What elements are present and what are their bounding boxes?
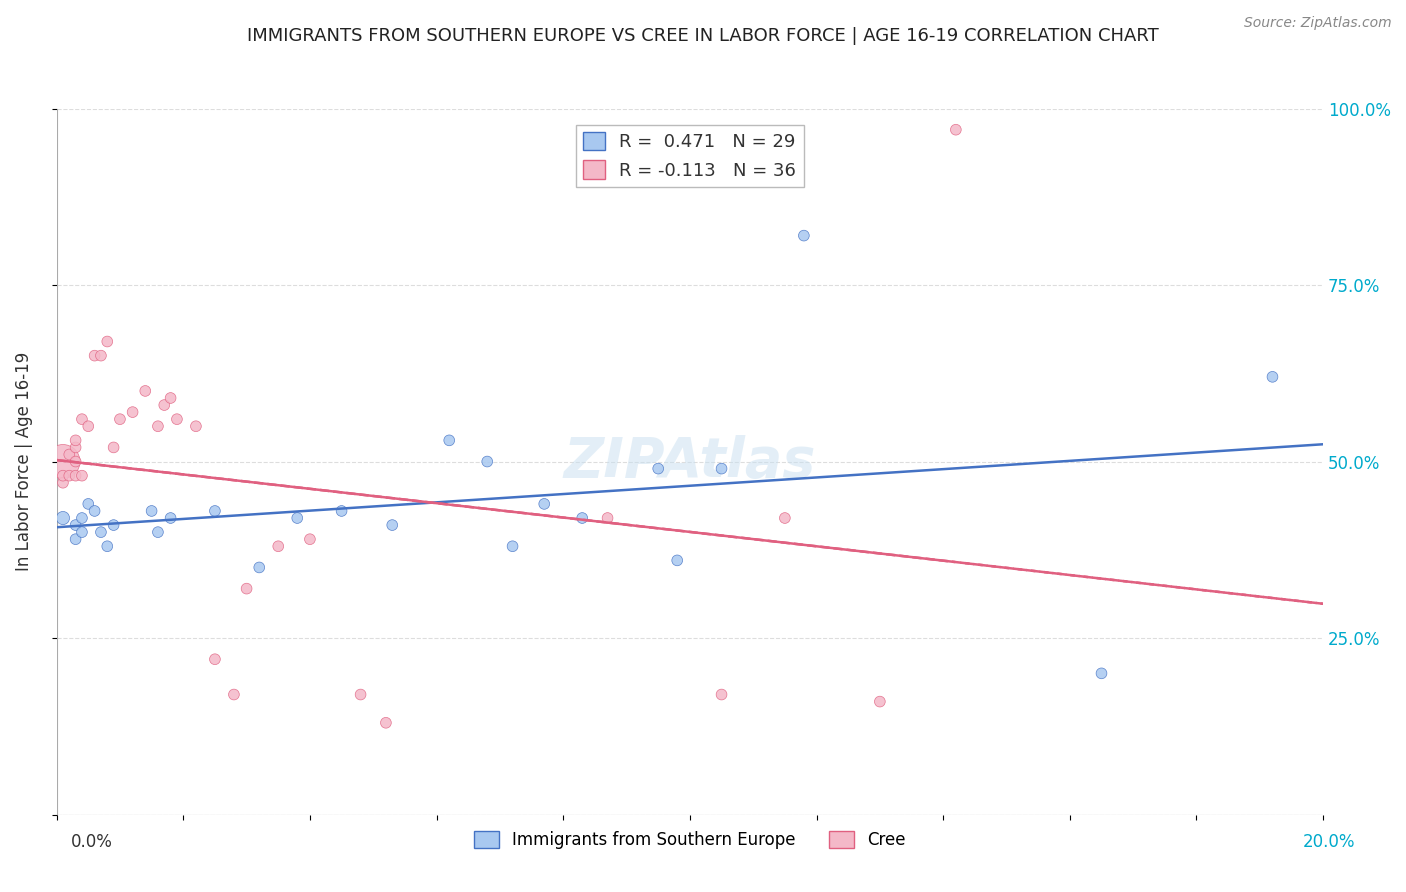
Point — [103, 441, 125, 455]
Point — [349, 688, 371, 702]
Point — [477, 454, 499, 468]
Point — [90, 525, 112, 540]
Point — [77, 419, 100, 434]
Point — [267, 539, 290, 553]
Point — [65, 454, 87, 468]
Text: IMMIGRANTS FROM SOUTHERN EUROPE VS CREE IN LABOR FORCE | AGE 16-19 CORRELATION C: IMMIGRANTS FROM SOUTHERN EUROPE VS CREE … — [247, 27, 1159, 45]
Point — [159, 511, 181, 525]
Point — [773, 511, 796, 525]
Point — [103, 518, 125, 533]
Point — [121, 405, 143, 419]
Point — [65, 434, 87, 448]
Point — [204, 504, 226, 518]
Point — [65, 468, 87, 483]
Point — [96, 539, 118, 553]
Text: ZIPAtlas: ZIPAtlas — [564, 434, 815, 489]
Point — [65, 532, 87, 546]
Point — [65, 441, 87, 455]
Point — [533, 497, 555, 511]
Point — [945, 122, 967, 136]
Point — [439, 434, 461, 448]
Point — [58, 448, 80, 462]
Point — [96, 334, 118, 349]
Point — [869, 695, 891, 709]
Point — [83, 504, 105, 518]
Point — [52, 511, 75, 525]
Point — [52, 475, 75, 490]
Point — [235, 582, 257, 596]
Point — [184, 419, 207, 434]
Text: 20.0%: 20.0% — [1302, 833, 1355, 851]
Point — [710, 461, 733, 475]
Point — [52, 454, 75, 468]
Point — [1261, 369, 1284, 384]
Point — [374, 715, 396, 730]
Point — [793, 228, 815, 243]
Point — [77, 497, 100, 511]
Point — [153, 398, 176, 412]
Point — [70, 412, 93, 426]
Point — [159, 391, 181, 405]
Text: Source: ZipAtlas.com: Source: ZipAtlas.com — [1244, 16, 1392, 29]
Point — [90, 349, 112, 363]
Point — [146, 419, 169, 434]
Point — [710, 688, 733, 702]
Point — [502, 539, 524, 553]
Point — [647, 461, 669, 475]
Y-axis label: In Labor Force | Age 16-19: In Labor Force | Age 16-19 — [15, 352, 32, 571]
Point — [146, 525, 169, 540]
Point — [70, 525, 93, 540]
Point — [134, 384, 156, 398]
Point — [58, 468, 80, 483]
Point — [596, 511, 619, 525]
Point — [70, 511, 93, 525]
Point — [247, 560, 270, 574]
Point — [108, 412, 131, 426]
Point — [141, 504, 163, 518]
Point — [52, 468, 75, 483]
Point — [222, 688, 245, 702]
Point — [298, 532, 321, 546]
Point — [666, 553, 689, 567]
Point — [166, 412, 188, 426]
Point — [330, 504, 353, 518]
Point — [83, 349, 105, 363]
Point — [204, 652, 226, 666]
Point — [70, 468, 93, 483]
Point — [285, 511, 308, 525]
Point — [571, 511, 593, 525]
Point — [1090, 666, 1112, 681]
Legend: R =  0.471   N = 29, R = -0.113   N = 36: R = 0.471 N = 29, R = -0.113 N = 36 — [576, 125, 804, 186]
Point — [381, 518, 404, 533]
Point — [65, 518, 87, 533]
Text: 0.0%: 0.0% — [70, 833, 112, 851]
